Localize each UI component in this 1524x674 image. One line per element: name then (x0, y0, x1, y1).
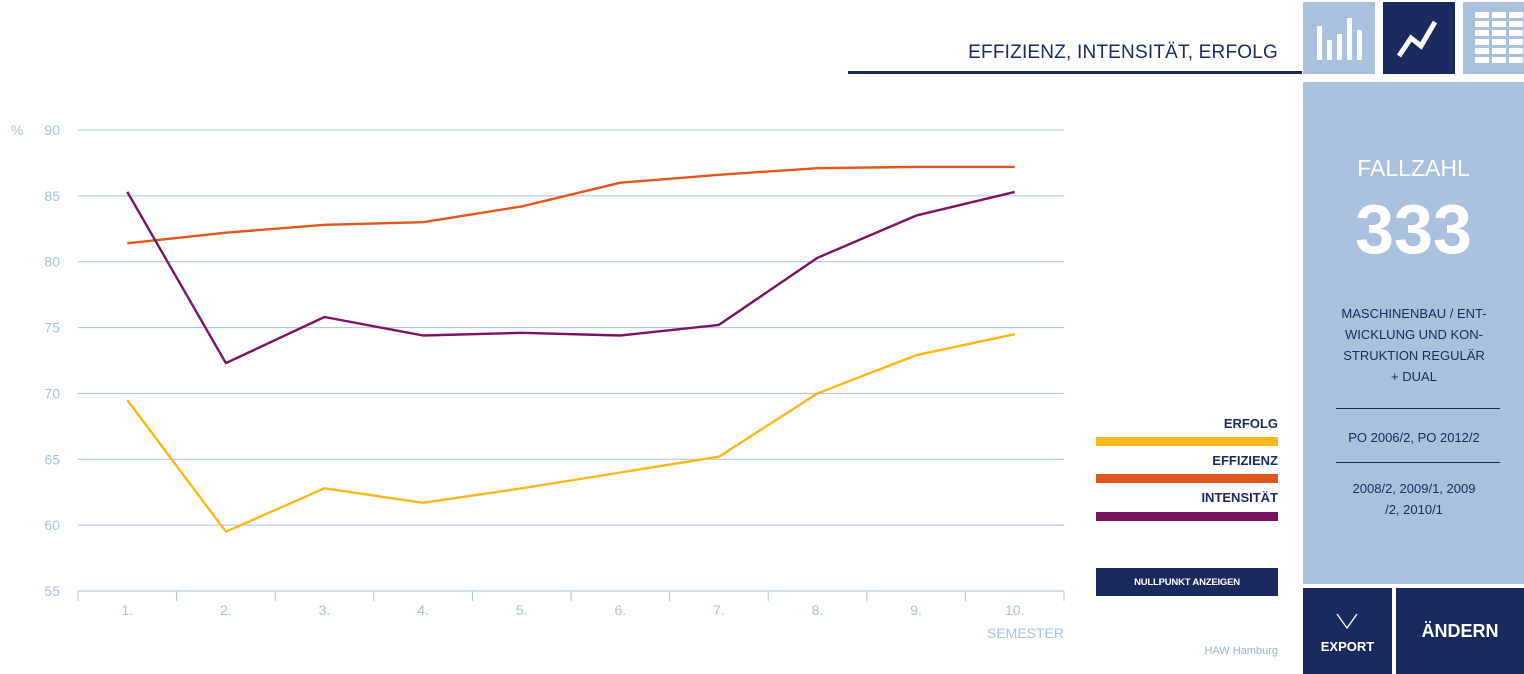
legend-swatch-intensitaet (1096, 512, 1278, 521)
y-tick-label: 65 (44, 451, 60, 467)
legend-label-effizienz: EFFIZIENZ (1212, 453, 1278, 468)
series-line-erfolg (126, 333, 1015, 533)
y-tick-label: 85 (44, 188, 60, 204)
x-tick-label: 9. (910, 602, 922, 618)
program-name: MASCHINENBAU / ENT- WICKLUNG UND KON- ST… (1327, 303, 1501, 387)
source-label: HAW Hamburg (1204, 645, 1278, 657)
program-line: + DUAL (1391, 369, 1437, 384)
x-tick-label: 1. (121, 602, 133, 618)
y-tick-label: 75 (44, 320, 60, 336)
series-line-intensitaet (126, 190, 1015, 365)
y-unit-label: % (11, 122, 23, 138)
x-tick-label: 4. (417, 602, 429, 618)
line-chart-icon (1396, 20, 1438, 58)
title-underline (848, 71, 1302, 74)
x-axis-label: SEMESTER (987, 625, 1064, 641)
x-tick-label: 7. (713, 602, 725, 618)
y-tick-label: 90 (44, 122, 60, 138)
program-line: STRUKTION REGULÄR (1343, 348, 1485, 363)
program-line: MASCHINENBAU / ENT- (1341, 306, 1487, 321)
cohort-line: /2, 2010/1 (1385, 502, 1443, 517)
program-line: WICKLUNG UND KON- (1345, 327, 1483, 342)
y-tick-label: 70 (44, 385, 60, 401)
chart-title: EFFIZIENZ, INTENSITÄT, ERFOLG (968, 42, 1278, 63)
cohorts: 2008/2, 2009/1, 2009 /2, 2010/1 (1327, 478, 1501, 520)
info-panel: FALLZAHL 333 MASCHINENBAU / ENT- WICKLUN… (1303, 82, 1524, 584)
table-view-button[interactable] (1463, 2, 1524, 74)
bar-chart-view-button[interactable] (1303, 2, 1375, 74)
x-tick-label: 6. (614, 602, 626, 618)
show-zero-point-button[interactable]: NULLPUNKT ANZEIGEN (1096, 568, 1278, 596)
line-chart-view-button[interactable] (1383, 2, 1455, 74)
table-icon (1475, 12, 1523, 63)
fallzahl-value: 333 (1355, 190, 1472, 268)
x-tick-label: 3. (319, 602, 331, 618)
export-button[interactable]: EXPORT (1303, 588, 1392, 674)
y-tick-label: 60 (44, 517, 60, 533)
po-versions: PO 2006/2, PO 2012/2 (1348, 430, 1480, 445)
chevron-down-icon (1336, 613, 1358, 630)
x-tick-label: 8. (812, 602, 824, 618)
divider (1336, 462, 1500, 463)
fallzahl-label: FALLZAHL (1357, 155, 1470, 181)
x-tick-label: 10. (1005, 602, 1024, 618)
x-tick-label: 2. (220, 602, 232, 618)
bar-chart-icon (1317, 18, 1362, 60)
divider (1336, 408, 1500, 409)
change-button[interactable]: ÄNDERN (1396, 588, 1524, 674)
export-label: EXPORT (1320, 639, 1375, 654)
legend-swatch-erfolg (1096, 437, 1278, 446)
y-tick-label: 55 (44, 583, 60, 599)
legend-label-erfolg: ERFOLG (1223, 416, 1278, 431)
legend-swatch-effizienz (1096, 474, 1278, 483)
legend-label-intensitaet: INTENSITÄT (1201, 490, 1278, 505)
y-tick-label: 80 (44, 254, 60, 270)
series-line-effizienz (127, 165, 1015, 245)
x-tick-label: 5. (516, 602, 528, 618)
line-chart: 55 60 65 70 75 80 85 90% 1. 2. 3. 4. 5. 6. 7. 8. 9. 10. SE… (11, 122, 1065, 641)
cohort-line: 2008/2, 2009/1, 2009 (1352, 481, 1476, 496)
